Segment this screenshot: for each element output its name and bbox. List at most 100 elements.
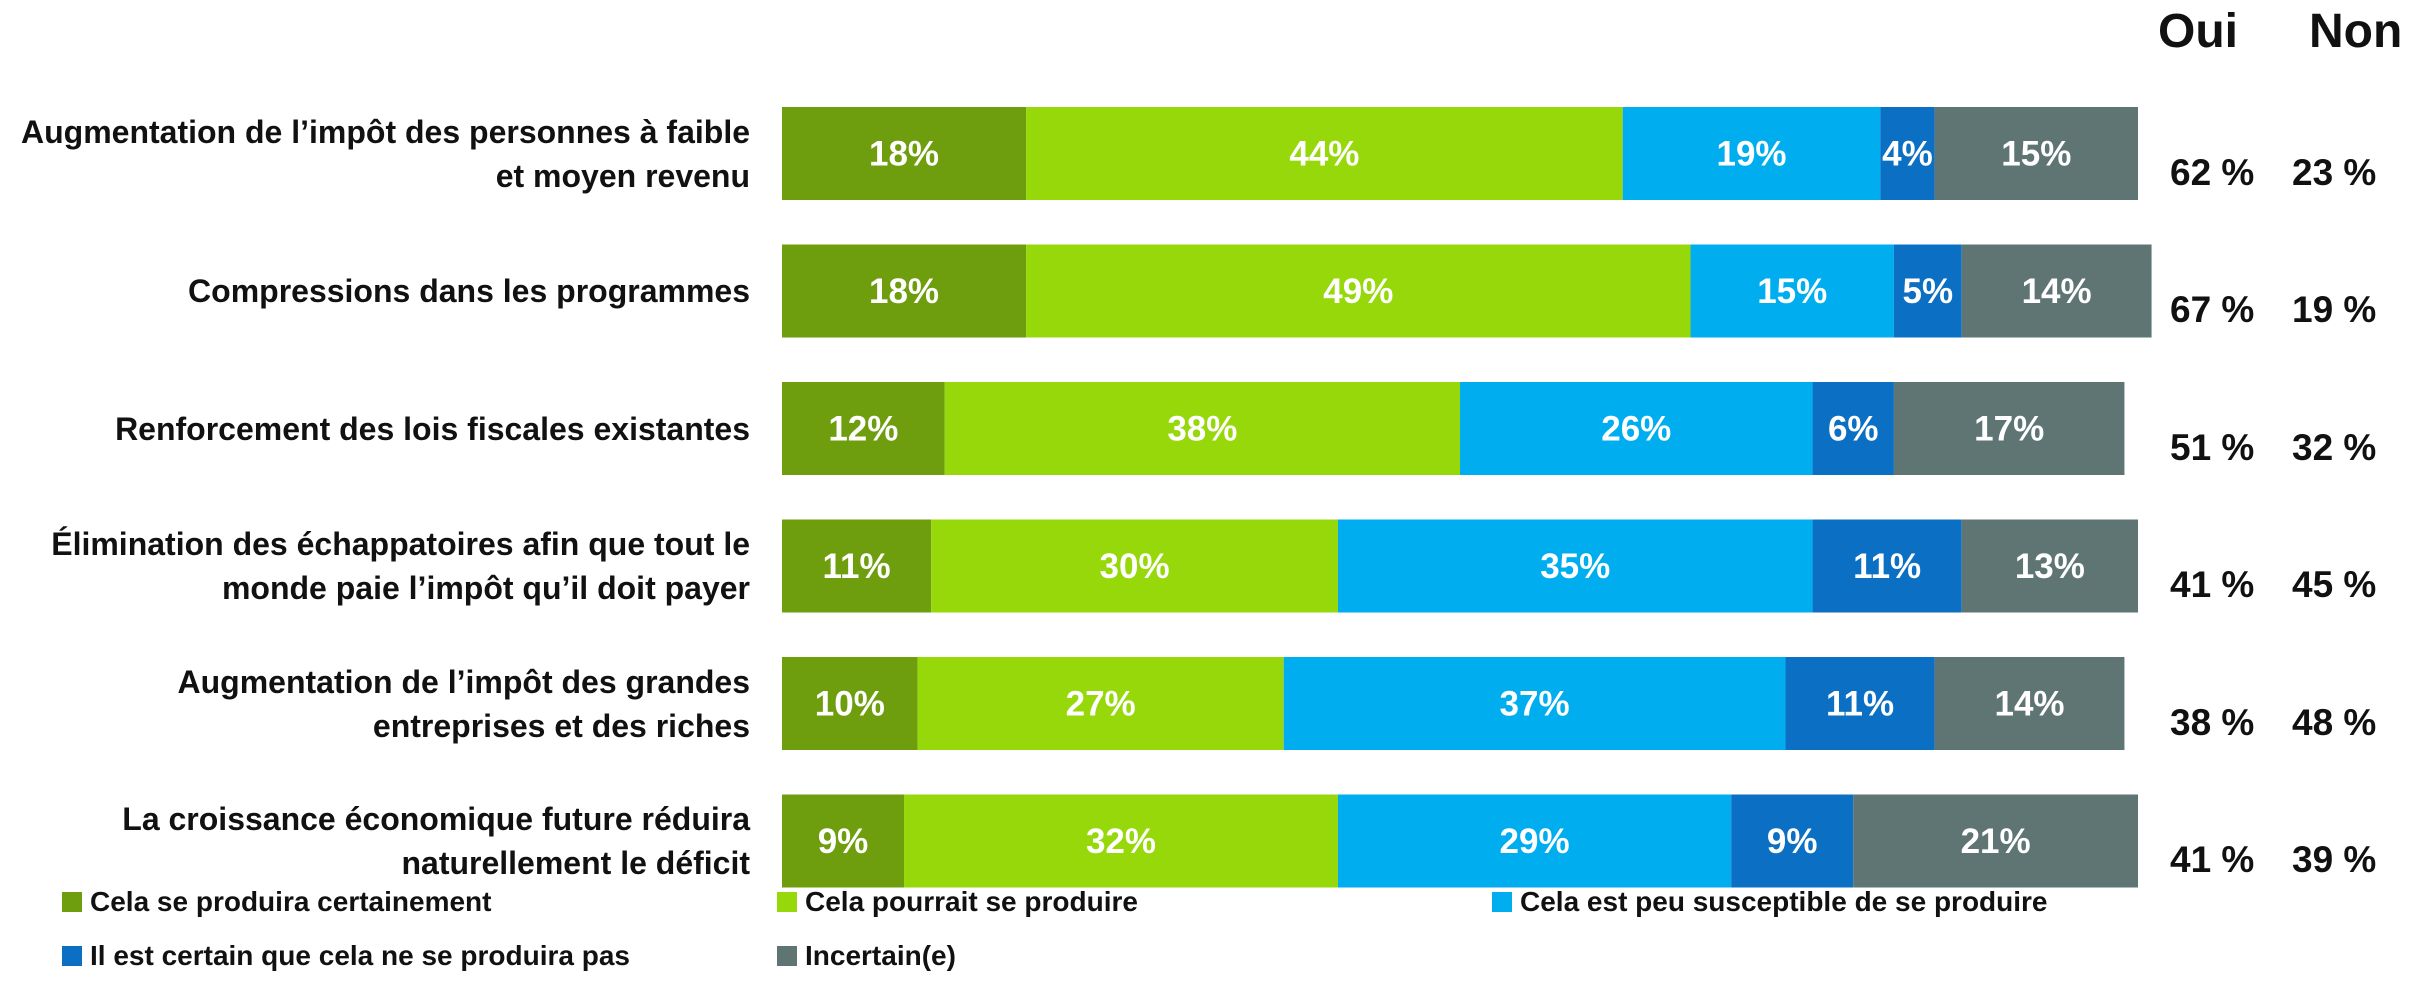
bar-segment — [1337, 794, 1732, 888]
oui-value: 41 % — [2170, 839, 2255, 880]
bar-segment — [1853, 794, 2138, 888]
category-label-line: Augmentation de l’impôt des grandes — [177, 663, 751, 700]
bar-segment — [1283, 657, 1786, 750]
bar-row: 18% 44% 19% 4% 15% — [782, 107, 2138, 200]
category-label-line: entreprises et des riches — [372, 707, 750, 744]
category-label-line: naturellement le déficit — [401, 845, 750, 881]
legend-swatch — [62, 892, 82, 912]
non-value: 23 % — [2292, 151, 2377, 193]
bar-segment — [1893, 382, 2125, 475]
bar-row: 12% 38% 26% 6% 17% — [782, 382, 2125, 475]
bar-data-label: 4% — [1882, 135, 1933, 174]
bar-row: 10% 27% 37% 11% 14% — [782, 657, 2125, 750]
bar-segment — [944, 382, 1460, 475]
legend-label: Cela est peu susceptible de se produire — [1520, 886, 2048, 917]
non-value: 32 % — [2292, 426, 2377, 468]
bar-data-label: 21% — [1961, 822, 2031, 861]
bar-segment — [1460, 382, 1813, 475]
bar-segment — [917, 657, 1284, 750]
bar-segment — [1812, 519, 1962, 613]
bar-segment — [1961, 519, 2138, 613]
bar-data-label: 6% — [1828, 410, 1879, 449]
legend-item: Cela est peu susceptible de se produire — [1492, 886, 2048, 918]
oui-value: 41 % — [2170, 564, 2255, 605]
bar-segment — [1026, 107, 1623, 200]
bar-segment — [1622, 107, 1881, 200]
bar-data-label: 32% — [1086, 822, 1156, 861]
category-label-line: Renforcement des lois fiscales existante… — [115, 410, 750, 447]
legend-label: Cela pourrait se produire — [805, 886, 1138, 917]
bar-data-label: 19% — [1717, 135, 1787, 174]
bar-segment — [1934, 107, 2138, 200]
oui-value: 67 % — [2170, 289, 2255, 330]
legend-label: Il est certain que cela ne se produira p… — [90, 940, 630, 971]
bar-segment — [931, 519, 1338, 613]
category-label: La croissance économique future réduira n… — [0, 797, 750, 885]
bar-segment — [782, 107, 1027, 200]
non-value: 48 % — [2292, 701, 2377, 743]
category-label-line: monde paie l’impôt qu’il doit payer — [221, 570, 750, 606]
bar-data-label: 44% — [1289, 135, 1359, 174]
bar-segment — [1785, 657, 1935, 750]
bar-data-label: 38% — [1167, 410, 1237, 449]
bar-data-label: 29% — [1500, 822, 1570, 861]
bar-data-label: 11% — [1826, 685, 1894, 724]
bar-row: 9% 32% 29% 9% 21% — [782, 794, 2138, 888]
bar-segment — [1934, 657, 2125, 750]
bar-data-label: 15% — [2001, 135, 2071, 174]
legend-swatch — [777, 946, 797, 966]
bar-data-label: 14% — [1994, 685, 2064, 724]
bar-segment — [1731, 794, 1854, 888]
bar-segment — [782, 382, 945, 475]
oui-value: 38 % — [2170, 701, 2255, 743]
bar-data-label: 49% — [1323, 272, 1393, 311]
bar-segment — [1880, 107, 1935, 200]
bar-segment — [782, 657, 918, 750]
bar-segment — [1026, 244, 1691, 338]
bar-row: 11% 30% 35% 11% 13% — [782, 519, 2138, 613]
bar-segment — [904, 794, 1338, 888]
non-value: 45 % — [2292, 564, 2377, 605]
bar-data-label: 11% — [1853, 547, 1921, 586]
category-label: Renforcement des lois fiscales existante… — [0, 407, 750, 451]
bar-segment — [782, 794, 905, 888]
category-label-line: Augmentation de l’impôt des personnes à … — [21, 113, 750, 150]
oui-value: 62 % — [2170, 151, 2255, 193]
bar-segment — [1961, 244, 2152, 338]
bar-segment — [1690, 244, 1894, 338]
legend-item: Incertain(e) — [777, 940, 956, 972]
non-value: 19 % — [2292, 289, 2377, 330]
category-label: Compressions dans les programmes — [0, 269, 750, 313]
bar-data-label: 10% — [815, 685, 885, 724]
bar-data-label: 18% — [869, 135, 939, 174]
legend-item: Il est certain que cela ne se produira p… — [62, 940, 630, 972]
bar-segment — [782, 244, 1027, 338]
bar-data-label: 17% — [1974, 410, 2044, 449]
legend-label: Cela se produira certainement — [90, 886, 492, 917]
category-label: Augmentation de l’impôt des grandes entre… — [0, 660, 751, 748]
bar-segment — [1893, 244, 1962, 338]
bar-data-label: 9% — [1767, 822, 1818, 861]
category-label-line: Élimination des échappatoires afin que t… — [51, 526, 750, 562]
legend-item: Cela se produira certainement — [62, 886, 491, 918]
bar-data-label: 15% — [1757, 272, 1827, 311]
bar-data-label: 13% — [2015, 547, 2085, 586]
oui-value: 51 % — [2170, 426, 2255, 468]
category-label-line: et moyen revenu — [495, 157, 750, 194]
bar-data-label: 14% — [2022, 272, 2092, 311]
category-label-line: Compressions dans les programmes — [188, 273, 750, 309]
non-header: Non — [2309, 5, 2403, 58]
bar-data-label: 18% — [869, 272, 939, 311]
bar-data-label: 12% — [828, 410, 898, 449]
bar-data-label: 9% — [818, 822, 869, 861]
bar-segment — [1337, 519, 1813, 613]
bar-data-label: 26% — [1601, 410, 1671, 449]
legend-swatch — [62, 946, 82, 966]
bar-data-label: 11% — [823, 547, 891, 586]
bar-data-label: 37% — [1500, 685, 1570, 724]
bar-data-label: 35% — [1540, 547, 1610, 586]
non-value: 39 % — [2292, 839, 2377, 880]
bar-data-label: 27% — [1066, 685, 1136, 724]
